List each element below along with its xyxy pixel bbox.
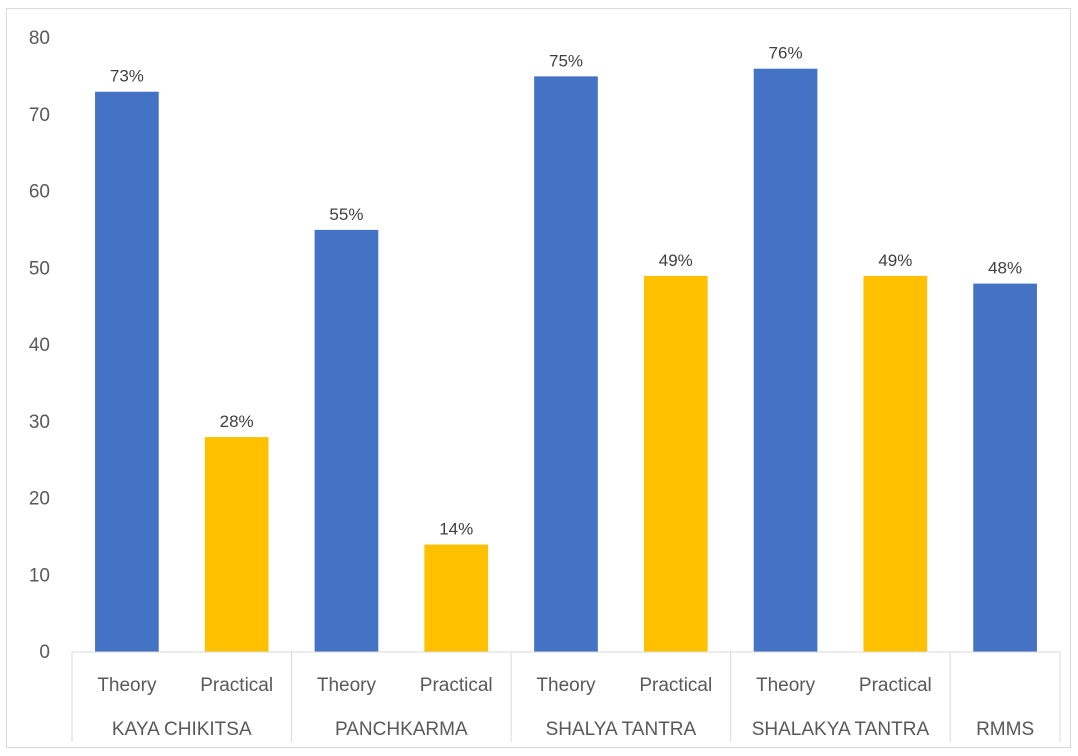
x-category-label: Theory — [756, 675, 816, 696]
y-tick-label: 30 — [29, 412, 50, 433]
y-tick-label: 0 — [39, 642, 50, 663]
data-label: 75% — [549, 51, 583, 70]
y-tick-label: 40 — [29, 335, 50, 356]
x-group-label: KAYA CHIKITSA — [112, 719, 252, 740]
x-group-label: SHALYA TANTRA — [546, 719, 697, 740]
x-group-label: SHALAKYA TANTRA — [752, 719, 930, 740]
x-category-label: Theory — [97, 675, 157, 696]
y-tick-label: 10 — [29, 565, 50, 586]
y-tick-label: 80 — [29, 28, 50, 49]
bar — [643, 275, 708, 652]
data-label: 28% — [220, 412, 254, 431]
data-label: 48% — [988, 259, 1022, 278]
y-tick-label: 70 — [29, 105, 50, 126]
data-label: 49% — [878, 251, 912, 270]
bar — [424, 544, 489, 652]
x-group-label: RMMS — [976, 719, 1034, 740]
data-label: 55% — [329, 205, 363, 224]
data-label: 76% — [769, 44, 803, 63]
bar — [973, 283, 1037, 652]
y-tick-label: 60 — [29, 182, 50, 203]
y-tick-label: 50 — [29, 258, 50, 279]
data-label: 14% — [439, 520, 473, 539]
x-group-label: PANCHKARMA — [335, 719, 468, 740]
x-category-label: Practical — [639, 675, 712, 696]
x-category-label: Theory — [536, 675, 596, 696]
bar — [863, 275, 928, 652]
data-label: 73% — [110, 67, 144, 86]
bar — [534, 76, 598, 652]
bar — [753, 68, 818, 652]
y-tick-label: 20 — [29, 489, 50, 510]
x-category-label: Practical — [859, 675, 932, 696]
bar — [95, 91, 159, 653]
x-category-label: Practical — [420, 675, 493, 696]
bar — [204, 437, 269, 652]
x-category-label: Theory — [317, 675, 377, 696]
x-category-label: Practical — [200, 675, 273, 696]
data-label: 49% — [659, 251, 693, 270]
bar — [314, 229, 379, 652]
